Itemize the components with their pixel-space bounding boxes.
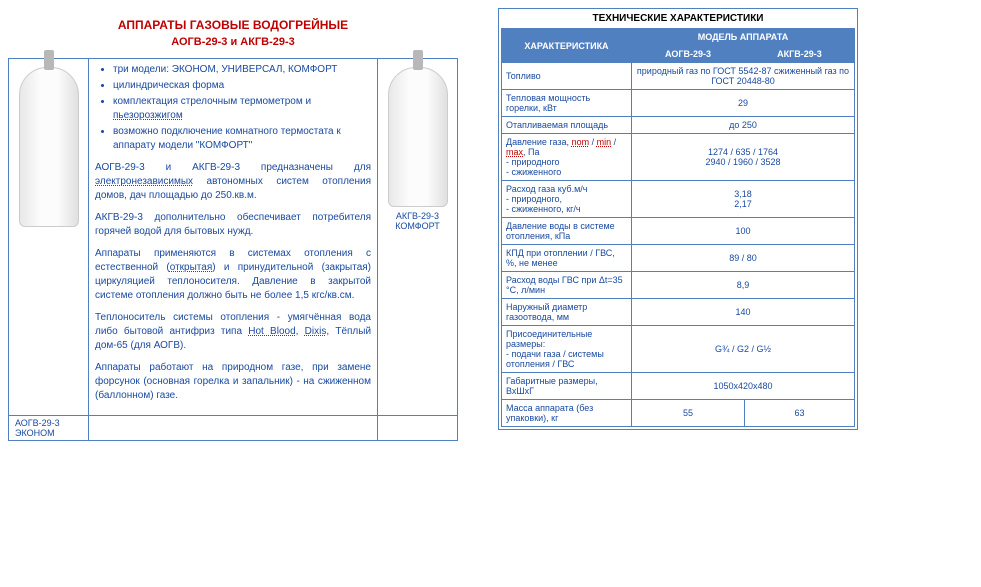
spec-param: Отапливаемая площадь (502, 117, 632, 134)
boiler-image-left (19, 67, 79, 227)
desc-para: АОГВ-29-3 и АКГВ-29-3 предназначены для … (95, 161, 371, 203)
feature-item: комплектация стрелочным термометром и пь… (113, 95, 371, 123)
desc-para: АКГВ-29-3 дополнительно обеспечивает пот… (95, 211, 371, 239)
spec-param: Расход воды ГВС при Δt=35 °C, л/мин (502, 272, 632, 299)
main-title: АППАРАТЫ ГАЗОВЫЕ ВОДОГРЕЙНЫЕ (8, 18, 458, 32)
underlined-term: Dixis (305, 326, 327, 337)
empty-cell (89, 416, 378, 441)
spec-value: 3,182,17 (632, 181, 855, 218)
spec-value: 29 (632, 90, 855, 117)
spec-param: Давление газа, nom / min / max, Па- прир… (502, 134, 632, 181)
spec-table: ХАРАКТЕРИСТИКА МОДЕЛЬ АППАРАТА АОГВ-29-3… (501, 28, 855, 427)
spec-value: 100 (632, 218, 855, 245)
underlined-term: электронезависимых (95, 176, 193, 187)
product-image-left-cell (9, 59, 89, 416)
product-image-right-cell: АКГВ-29-3 КОМФОРТ (378, 59, 458, 416)
spec-value: 1050х420х480 (632, 373, 855, 400)
desc-para: Аппараты применяются в системах отоплени… (95, 247, 371, 303)
product-layout-table: три модели: ЭКОНОМ, УНИВЕРСАЛ, КОМФОРТ ц… (8, 58, 458, 441)
spec-value: до 250 (632, 117, 855, 134)
spec-param: Топливо (502, 63, 632, 90)
desc-para: Аппараты работают на природном газе, при… (95, 361, 371, 403)
feature-list: три модели: ЭКОНОМ, УНИВЕРСАЛ, КОМФОРТ ц… (95, 63, 371, 153)
spec-wrapper: ТЕХНИЧЕСКИЕ ХАРАКТЕРИСТИКИ ХАРАКТЕРИСТИК… (498, 8, 858, 430)
spec-header-model-b: АКГВ-29-3 (744, 46, 854, 63)
spec-panel: ТЕХНИЧЕСКИЕ ХАРАКТЕРИСТИКИ ХАРАКТЕРИСТИК… (498, 8, 858, 579)
spec-value: G¾ / G2 / G½ (632, 326, 855, 373)
spec-value: 8,9 (632, 272, 855, 299)
boiler-image-right (388, 67, 448, 207)
spec-value: природный газ по ГОСТ 5542-87 сжиженный … (632, 63, 855, 90)
spec-header-param: ХАРАКТЕРИСТИКА (502, 29, 632, 63)
spec-value: 89 / 80 (632, 245, 855, 272)
spec-title: ТЕХНИЧЕСКИЕ ХАРАКТЕРИСТИКИ (501, 11, 855, 28)
feature-item: цилиндрическая форма (113, 79, 371, 93)
spec-header-model: МОДЕЛЬ АППАРАТА (632, 29, 855, 46)
image-caption: АКГВ-29-3 КОМФОРТ (384, 211, 451, 231)
spec-value: 55 (632, 400, 745, 427)
spec-value: 1274 / 635 / 17642940 / 1960 / 3528 (632, 134, 855, 181)
desc-para: Теплоноситель системы отопления - умягчё… (95, 311, 371, 353)
empty-cell (378, 416, 458, 441)
spec-value: 140 (632, 299, 855, 326)
spec-param: Масса аппарата (без упаковки), кг (502, 400, 632, 427)
spec-param: КПД при отоплении / ГВС, %, не менее (502, 245, 632, 272)
underlined-term: Hot Blood (248, 326, 295, 337)
spec-param: Тепловая мощность горелки, кВт (502, 90, 632, 117)
feature-item: три модели: ЭКОНОМ, УНИВЕРСАЛ, КОМФОРТ (113, 63, 371, 77)
spec-param: Наружный диаметр газоотвода, мм (502, 299, 632, 326)
subtitle: АОГВ-29-3 и АКГВ-29-3 (8, 36, 458, 48)
underlined-term: открытая (170, 262, 213, 273)
description-cell: три модели: ЭКОНОМ, УНИВЕРСАЛ, КОМФОРТ ц… (89, 59, 378, 416)
spec-param: Габаритные размеры, ВхШхГ (502, 373, 632, 400)
image-caption: АОГВ-29-3 ЭКОНОМ (9, 416, 89, 441)
spec-param: Присоединительные размеры:- подачи газа … (502, 326, 632, 373)
spec-value: 63 (744, 400, 854, 427)
product-description-panel: АППАРАТЫ ГАЗОВЫЕ ВОДОГРЕЙНЫЕ АОГВ-29-3 и… (8, 8, 458, 579)
spec-header-model-a: АОГВ-29-3 (632, 46, 745, 63)
spec-param: Расход газа куб.м/ч- природного,- сжижен… (502, 181, 632, 218)
underlined-term: пьезорозжигом (113, 110, 183, 121)
feature-item: возможно подключение комнатного термоста… (113, 125, 371, 153)
spec-param: Давление воды в системе отопления, кПа (502, 218, 632, 245)
